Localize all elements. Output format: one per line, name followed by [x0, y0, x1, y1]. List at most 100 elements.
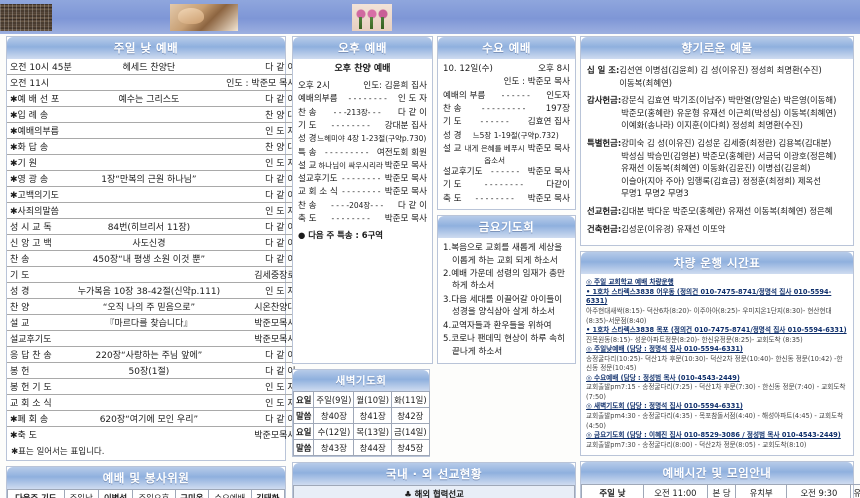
- order-of-worship-row: 설 교 『마르다를 찾습니다』 박준모목사: [7, 314, 299, 331]
- dawn-prayer-row: 요일 수(12일) 목(13일) 금(14일): [292, 423, 430, 441]
- sunday-service-panel: 주일 낮 예배 오전 10시 45분 헤세드 찬양단 다 같 이 오전 11시 인도 :…: [6, 36, 299, 461]
- order-of-worship-row: 찬 송 450장“내 평생 소원 이것 뿐” 다 같 이: [7, 250, 299, 267]
- ow-item: 오전 11시: [7, 74, 75, 91]
- ow-leader: 인 도 자: [223, 154, 299, 171]
- committee-cell: 다음주 기도: [7, 489, 65, 498]
- dawn-prayer-row: 요일 주일(9일) 월(10일) 화(11일): [292, 391, 430, 409]
- afternoon-service-subtitle: 오후 찬양 예배: [334, 64, 391, 74]
- ow-leader: 인 도 자: [223, 378, 299, 395]
- order-of-worship-row: 설교후기도 박준모목사: [7, 330, 299, 347]
- prayer-item: 5.코로나 팬데믹 현상이 하루 속히 끝나게 하소서: [443, 334, 565, 357]
- service-order-row: 예배의부름 - - - - - - - - 인 도 자: [298, 93, 427, 106]
- offering-body: 십 일 조: 김선연 이병섭(김윤희) 김 성(이유진) 정성희 최명환(수진) 이…: [581, 59, 853, 245]
- congregation-photo: [0, 4, 52, 31]
- wednesday-service-title: 수요 예배: [438, 37, 575, 59]
- order-of-worship-row: ✱예배의부름 인 도 자: [7, 122, 299, 139]
- ow-item: 성 경: [7, 282, 75, 299]
- service-order-item: 기 도: [443, 117, 462, 128]
- dawn-prayer-cell: 목(13일): [353, 423, 393, 441]
- service-order-detail: 느헤미야 4장 1-23절(구약p.730): [317, 134, 427, 144]
- bus-route-stops: 교회출발pm7:15 - 송정굴다리(7:25) - 덕산1차 후문(7:30)…: [586, 383, 846, 401]
- service-order-detail: - - - - - - - -: [341, 174, 381, 184]
- ow-leader: 박준모목사: [223, 330, 299, 347]
- service-order-item: 예배의부름: [298, 94, 338, 105]
- offering-name-line: 강미숙 김 성(이유진) 김성운 김세중(최정란) 김용복(김대분): [621, 138, 832, 149]
- ow-leader: 다 같 이: [223, 346, 299, 363]
- sunday-service-footnote: ✱표는 일어서는 표입니다.: [11, 447, 105, 457]
- order-of-worship-row: ✱기 원 인 도 자: [7, 154, 299, 171]
- offering-name-line: 김대분 박다운 박준모(홍혜란) 유재선 이동복(최혜연) 정은혜: [621, 206, 833, 217]
- middle-column: 오후 예배 오후 찬양 예배 오후 2시 인도: 김윤희 집사 예배의부름 - -…: [292, 36, 576, 498]
- ow-leader: 인 도 자: [223, 202, 299, 219]
- sunday-service-table: 오전 10시 45분 헤세드 찬양단 다 같 이 오전 11시 인도 : 박준모 목사 ✱…: [7, 59, 299, 442]
- ow-description: [74, 154, 224, 171]
- ow-item: ✱기 원: [7, 154, 75, 171]
- worship-time-cell: 본 당: [706, 484, 737, 498]
- service-order-item: 설 교: [443, 143, 462, 154]
- worship-time-cell: 주일 낮: [581, 484, 644, 498]
- prayer-item: 1.복음으로 교회를 새롭게 세상을 이롭게 하는 교회 되게 하소서: [443, 243, 563, 266]
- bus-route-header: ◎ 금요기도회 (담당 : 이혜진 집사 010-8529-3086 / 정성범…: [586, 431, 841, 440]
- afternoon-service-body: 오후 찬양 예배 오후 2시 인도: 김윤희 집사 예배의부름 - - - - -…: [293, 59, 432, 245]
- offering-name-line: 강문식 김효연 박기조(이남주) 박만열(양일순) 박은영(이동해): [621, 95, 837, 106]
- order-of-worship-row: ✱입 례 송 찬 양 대: [7, 106, 299, 123]
- right-column: 향기로운 예물 십 일 조: 김선연 이병섭(김윤희) 김 성(이유진) 정성희 …: [580, 36, 860, 498]
- service-order-leader: 박준모 목사: [527, 143, 570, 154]
- service-order-leader: 박준모 목사: [384, 187, 427, 198]
- service-order-item: 성 경: [443, 130, 462, 141]
- bus-route-stops: 진목원동(8:15)- 성운아파트정문(8:20)- 한신유정문(8:25)- …: [586, 335, 803, 344]
- bus-route-header: ◎ 수요예배 (담당 : 정성범 목사 (010-4543-2449): [586, 373, 740, 382]
- committee-cell: 주일낮: [63, 489, 99, 498]
- offering-group: 특별헌금: 강미숙 김 성(이유진) 김성운 김세중(최정란) 김용복(김대분) 박…: [587, 137, 847, 200]
- ow-leader: 인도 : 박준모 목사: [223, 74, 299, 91]
- service-order-leader: 박준모 목사: [384, 214, 427, 225]
- order-of-worship-row: 오전 11시 인도 : 박준모 목사: [7, 74, 299, 91]
- order-of-worship-row: 응 답 찬 송 220장“사랑하는 주님 앞에” 다 같 이: [7, 346, 299, 363]
- ow-description: “오직 나의 주 믿음으로”: [74, 298, 224, 315]
- bus-schedule-body: ◎ 주일 교회학교 예배 차량운행 • 1호차 스타렉스3838 어우동 (정의건…: [581, 274, 853, 455]
- ow-item: ✱입 례 송: [7, 106, 75, 123]
- afternoon-wednesday-split: 오후 예배 오후 찬양 예배 오후 2시 인도: 김윤희 집사 예배의부름 - -…: [292, 36, 576, 369]
- service-order-item: 찬 송: [298, 200, 317, 211]
- service-order-row: 예배의 부름 - - - - - - 인도자: [443, 90, 570, 103]
- ow-leader: 박준모목사: [223, 314, 299, 331]
- ow-item: ✱예배의부름: [7, 122, 75, 139]
- service-order-leader: 다 같 이: [397, 200, 427, 211]
- ow-item: 응 답 찬 송: [7, 346, 75, 363]
- bus-route-stops: 교회출발pm4:30 - 송정굴다리(4:35) - 목포참돌서점(4:40) …: [586, 411, 844, 430]
- worship-times-title: 예배시간 및 모임안내: [581, 462, 853, 485]
- offering-name-line: 박준모(홍혜란) 유운형 유재선 이근희(박성심) 이동복(최혜연): [621, 107, 837, 118]
- ow-item: 신 앙 고 백: [7, 234, 75, 251]
- dawn-prayer-cell: 요일: [292, 391, 315, 409]
- dawn-prayer-cell: 요일: [292, 423, 315, 441]
- service-order-row: 찬 송 - - - -204장- - - 다 같 이: [298, 200, 427, 213]
- bus-schedule-title: 차량 운행 시간표: [581, 252, 853, 275]
- order-of-worship-row: 오전 10시 45분 헤세드 찬양단 다 같 이: [7, 59, 299, 75]
- service-order-row: 성 경 느5장 1-19절(구약p.732): [443, 130, 570, 143]
- service-order-detail: - - - - - - - -: [475, 193, 514, 203]
- ow-leader: 인 도 자: [223, 282, 299, 299]
- service-order-detail: - - -213장- - -: [333, 107, 381, 117]
- ow-item: 설 교: [7, 314, 75, 331]
- bus-route-stops: 교회출발pm7:30 - 송정굴다리(8:00) - 덕산2차 정문(8:05)…: [586, 440, 807, 449]
- service-order-detail: - - - - - - - - -: [481, 103, 526, 113]
- sunday-service-title: 주일 낮 예배: [7, 37, 285, 59]
- service-order-leader: 김효연 집사: [527, 117, 570, 128]
- service-order-row: 기 도 - - - - - - - - 강대분 집사: [298, 120, 427, 133]
- ow-description: [74, 122, 224, 139]
- service-order-item: 설교후기도: [443, 167, 483, 178]
- service-order-leader: 여전도회 회원: [376, 147, 427, 158]
- dawn-prayer-cell: 월(10일): [353, 391, 393, 409]
- service-order-leader: 강대분 집사: [384, 120, 427, 131]
- ow-description: [74, 394, 224, 411]
- service-order-detail: - - - - - - - -: [331, 214, 370, 224]
- service-order-row: 찬 송 - - - - - - - - - 197장: [443, 103, 570, 116]
- wednesday-date: 10. 12일(수): [443, 64, 493, 74]
- ow-description: [74, 138, 224, 155]
- dawn-prayer-panel: 새벽기도회 요일 주일(9일) 월(10일) 화(11일) 말씀 창40장 창41장 창42장…: [292, 369, 430, 458]
- offering-category: 건축헌금:: [587, 223, 622, 234]
- tulips-photo: [352, 4, 392, 31]
- worship-time-cell: 유치부실: [850, 484, 860, 498]
- dawn-prayer-cell: 말씀: [292, 439, 315, 457]
